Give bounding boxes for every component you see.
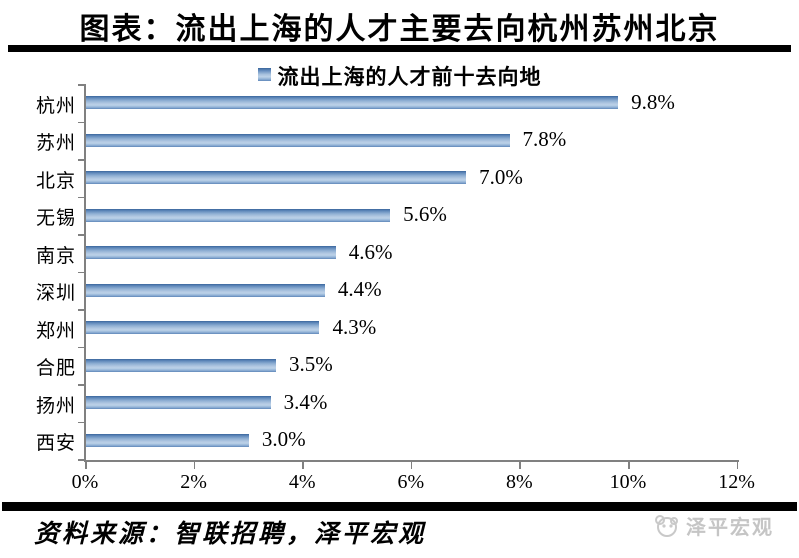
x-axis-tick <box>193 461 196 469</box>
bar <box>86 321 320 335</box>
bar <box>86 133 510 147</box>
y-axis-tick <box>78 459 84 461</box>
x-axis-label: 8% <box>506 470 533 493</box>
source-note: 资料来源：智联招聘，泽平宏观 <box>34 521 427 548</box>
x-axis-tick <box>410 461 413 469</box>
x-axis-tick <box>628 461 630 469</box>
x-axis-tick <box>519 461 521 469</box>
y-axis-tick <box>78 271 84 274</box>
value-label: 3.0% <box>261 427 306 452</box>
x-axis-label: 0% <box>71 470 99 493</box>
footer-divider <box>2 502 797 511</box>
category-label: 北京 <box>35 170 76 192</box>
x-axis-tick <box>302 461 304 469</box>
bar <box>86 96 619 110</box>
y-axis-tick <box>78 84 84 86</box>
value-label: 4.3% <box>332 314 377 339</box>
page-title: 图表：流出上海的人才主要去向杭州苏州北京 <box>79 13 720 46</box>
value-label: 5.6% <box>403 202 447 227</box>
y-axis-tick <box>78 346 84 349</box>
legend-label: 流出上海的人才前十去向地 <box>277 65 542 89</box>
title-divider <box>8 45 791 52</box>
value-label: 7.0% <box>479 164 523 189</box>
x-axis-label: 2% <box>180 470 207 493</box>
y-axis-tick <box>78 196 84 199</box>
value-label: 4.4% <box>337 277 382 302</box>
y-axis-tick <box>78 309 84 311</box>
bar <box>86 433 249 447</box>
bar <box>86 358 277 372</box>
y-axis-line <box>84 84 86 462</box>
bar <box>86 283 325 297</box>
x-axis-label: 12% <box>718 470 755 493</box>
category-label: 无锡 <box>35 208 76 230</box>
bar <box>86 246 336 260</box>
x-axis-tick <box>736 461 739 469</box>
y-axis-tick <box>78 121 84 124</box>
value-label: 9.8% <box>631 89 675 114</box>
brand-logo-text: 泽平宏观 <box>686 517 774 539</box>
value-label: 7.8% <box>522 127 567 152</box>
value-label: 3.5% <box>289 352 333 377</box>
category-label: 扬州 <box>35 395 76 417</box>
category-label: 南京 <box>35 245 76 267</box>
y-axis-tick <box>78 234 84 236</box>
category-label: 西安 <box>35 433 76 455</box>
y-axis-tick <box>78 421 84 424</box>
bar <box>86 396 271 410</box>
category-label: 苏州 <box>35 133 76 155</box>
x-axis-label: 6% <box>397 470 425 493</box>
zeping-panda-icon <box>655 515 678 537</box>
value-label: 4.6% <box>348 239 393 264</box>
bar <box>86 208 391 222</box>
x-axis-label: 4% <box>288 470 316 493</box>
x-axis-tick <box>85 461 87 469</box>
category-label: 合肥 <box>35 358 76 380</box>
bar <box>86 171 467 185</box>
category-label: 深圳 <box>35 283 76 305</box>
legend-swatch-icon <box>257 67 271 81</box>
category-label: 郑州 <box>35 320 76 342</box>
x-axis-line <box>84 459 739 462</box>
value-label: 3.4% <box>283 389 328 414</box>
y-axis-tick <box>78 384 84 386</box>
x-axis-label: 10% <box>609 470 647 493</box>
chart-legend: 流出上海的人才前十去向地 <box>0 61 799 91</box>
y-axis-tick <box>78 159 84 161</box>
category-label: 杭州 <box>35 95 76 117</box>
brand-logo: 泽平宏观 <box>650 511 774 540</box>
